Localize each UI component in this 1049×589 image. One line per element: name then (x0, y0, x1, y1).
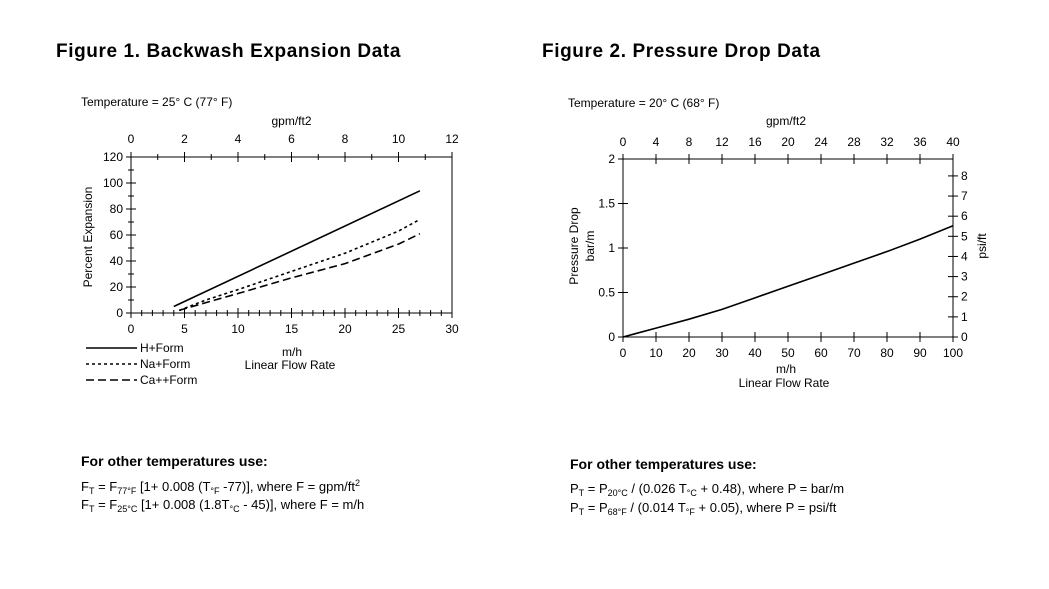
y-axis-label-unit: bar/m (583, 231, 597, 262)
series-line-hform (173, 190, 421, 308)
figure1-title: Figure 1. Backwash Expansion Data (56, 41, 402, 62)
x-tick-label: 10 (649, 346, 663, 360)
y2-tick-label: 5 (961, 229, 968, 243)
x-tick-label: 20 (338, 322, 352, 336)
x2-tick-label: 0 (128, 132, 135, 146)
x-tick-label: 60 (814, 346, 828, 360)
x2-tick-label: 2 (181, 132, 188, 146)
x2-tick-label: 32 (880, 135, 894, 149)
x2-tick-label: 20 (781, 135, 795, 149)
y-axis-label: Pressure Drop (567, 207, 581, 285)
y2-tick-label: 2 (961, 290, 968, 304)
x2-tick-label: 8 (686, 135, 693, 149)
x-tick-label: 100 (943, 346, 963, 360)
x2-tick-label: 40 (946, 135, 960, 149)
series-line-pressure-drop (622, 225, 954, 338)
x-axis-label: m/h (282, 345, 302, 359)
legend-label: H+Form (140, 341, 184, 355)
x2-axis-label: gpm/ft2 (271, 114, 311, 128)
x2-tick-label: 12 (715, 135, 729, 149)
y-tick-label: 2 (608, 152, 615, 166)
y-tick-label: 40 (110, 254, 124, 268)
x2-tick-label: 8 (342, 132, 349, 146)
y-tick-label: 20 (110, 280, 124, 294)
y-tick-label: 60 (110, 228, 124, 242)
figure1-formula-heading: For other temperatures use: (81, 453, 268, 469)
x2-tick-label: 0 (620, 135, 627, 149)
x-tick-label: 0 (620, 346, 627, 360)
y2-tick-label: 8 (961, 169, 968, 183)
x-tick-label: 50 (781, 346, 795, 360)
x-tick-label: 5 (181, 322, 188, 336)
figure1-temperature: Temperature = 25° C (77° F) (81, 95, 233, 109)
x2-tick-label: 10 (392, 132, 406, 146)
legend-label: Ca++Form (140, 373, 197, 387)
figure2-temperature: Temperature = 20° C (68° F) (568, 96, 720, 110)
y-tick-label: 120 (103, 150, 123, 164)
x2-tick-label: 16 (748, 135, 762, 149)
x-axis-label-secondary: Linear Flow Rate (245, 358, 336, 372)
x-tick-label: 80 (880, 346, 894, 360)
x2-tick-label: 4 (235, 132, 242, 146)
x-tick-label: 30 (715, 346, 729, 360)
x2-tick-label: 4 (653, 135, 660, 149)
y2-tick-label: 1 (961, 310, 968, 324)
x-tick-label: 15 (285, 322, 299, 336)
y2-tick-label: 6 (961, 209, 968, 223)
y2-tick-label: 7 (961, 189, 968, 203)
x-tick-label: 40 (748, 346, 762, 360)
x-axis-label: m/h (776, 362, 796, 376)
x-tick-label: 10 (231, 322, 245, 336)
x-axis-label-secondary: Linear Flow Rate (739, 376, 830, 390)
y-tick-label: 80 (110, 202, 124, 216)
x-tick-label: 0 (128, 322, 135, 336)
x-tick-label: 90 (913, 346, 927, 360)
x2-tick-label: 24 (814, 135, 828, 149)
y-tick-label: 1 (608, 241, 615, 255)
y2-axis-label: psi/ft (975, 233, 989, 259)
x-tick-label: 70 (847, 346, 861, 360)
x-tick-label: 20 (682, 346, 696, 360)
y2-tick-label: 0 (961, 330, 968, 344)
figure2-title: Figure 2. Pressure Drop Data (542, 41, 821, 62)
y-tick-label: 0.5 (598, 286, 615, 300)
y-tick-label: 0 (608, 330, 615, 344)
x2-tick-label: 6 (288, 132, 295, 146)
figure1-formula-1: FT = F77°F [1+ 0.008 (T°F -77)], where F… (81, 478, 360, 496)
y2-tick-label: 3 (961, 270, 968, 284)
figure2-formula-heading: For other temperatures use: (570, 456, 757, 472)
x2-axis-label: gpm/ft2 (766, 114, 806, 128)
x2-tick-label: 12 (445, 132, 459, 146)
y2-tick-label: 4 (961, 249, 968, 263)
y-tick-label: 0 (116, 306, 123, 320)
figure1-formula-2: FT = F25°C [1+ 0.008 (1.8T°C - 45)], whe… (81, 497, 365, 514)
y-tick-label: 1.5 (598, 197, 615, 211)
y-axis-label: Percent Expansion (81, 187, 95, 288)
y-tick-label: 100 (103, 176, 123, 190)
x-tick-label: 30 (445, 322, 459, 336)
figure2-formula-1: PT = P20°C / (0.026 T°C + 0.48), where P… (570, 481, 845, 498)
figure2-formula-2: PT = P68°F / (0.014 T°F + 0.05), where P… (570, 500, 837, 517)
x2-tick-label: 36 (913, 135, 927, 149)
series-line-caform (178, 232, 421, 312)
x2-tick-label: 28 (847, 135, 861, 149)
legend-label: Na+Form (140, 357, 190, 371)
plot-frame (622, 158, 954, 338)
x-tick-label: 25 (392, 322, 406, 336)
